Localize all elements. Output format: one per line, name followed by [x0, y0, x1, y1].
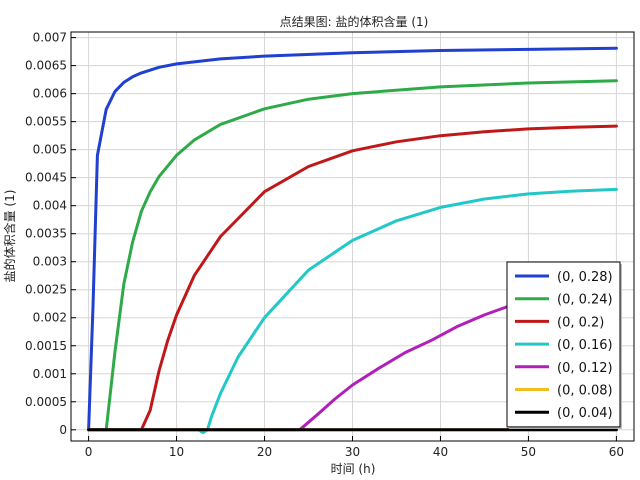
x-axis-label: 时间 (h): [331, 462, 376, 476]
x-tick-label: 50: [521, 445, 536, 459]
y-axis-label: 盐的体积含量 (1): [2, 190, 17, 283]
x-tick-label: 10: [169, 445, 184, 459]
y-tick-label: 0.007: [33, 31, 67, 45]
x-tick-label: 60: [609, 445, 624, 459]
chart-title: 点结果图: 盐的体积含量 (1): [280, 14, 429, 29]
x-tick-label: 0: [85, 445, 93, 459]
y-tick-label: 0.002: [33, 311, 67, 325]
x-axis-ticks: 0 10 20 30 40 50 60: [85, 436, 624, 459]
series-line: [87, 124, 618, 432]
y-tick-label: 0.0035: [25, 227, 67, 241]
series-line: [87, 46, 618, 432]
y-tick-label: 0.0055: [25, 115, 67, 129]
legend-entry: (0, 0.2): [557, 315, 604, 330]
legend-entry: (0, 0.04): [557, 406, 613, 421]
x-tick-label: 20: [257, 445, 272, 459]
y-tick-label: 0.004: [33, 199, 67, 213]
legend-entry: (0, 0.08): [557, 384, 613, 399]
x-tick-label: 30: [345, 445, 360, 459]
y-tick-label: 0.0005: [25, 395, 67, 409]
legend-entry: (0, 0.28): [557, 270, 613, 285]
y-tick-label: 0.003: [33, 255, 67, 269]
y-tick-label: 0.005: [33, 143, 67, 157]
legend-entry: (0, 0.24): [557, 293, 613, 308]
y-axis-ticks: 0 0.0005 0.001 0.0015 0.002 0.0025 0.003 0.0035…: [25, 31, 76, 437]
y-tick-label: 0.0015: [25, 339, 67, 353]
series-line: [87, 79, 618, 432]
legend-entry: (0, 0.12): [557, 361, 613, 376]
y-tick-label: 0.0045: [25, 171, 67, 185]
y-tick-label: 0.0065: [25, 59, 67, 73]
y-tick-label: 0: [59, 423, 67, 437]
legend: (0, 0.28) (0, 0.24) (0, 0.2) (0, 0.16) (0, 0…: [506, 261, 622, 429]
y-tick-label: 0.006: [33, 87, 67, 101]
x-tick-label: 40: [433, 445, 448, 459]
y-tick-label: 0.0025: [25, 283, 67, 297]
legend-entry: (0, 0.16): [557, 338, 613, 353]
y-tick-label: 0.001: [33, 367, 67, 381]
